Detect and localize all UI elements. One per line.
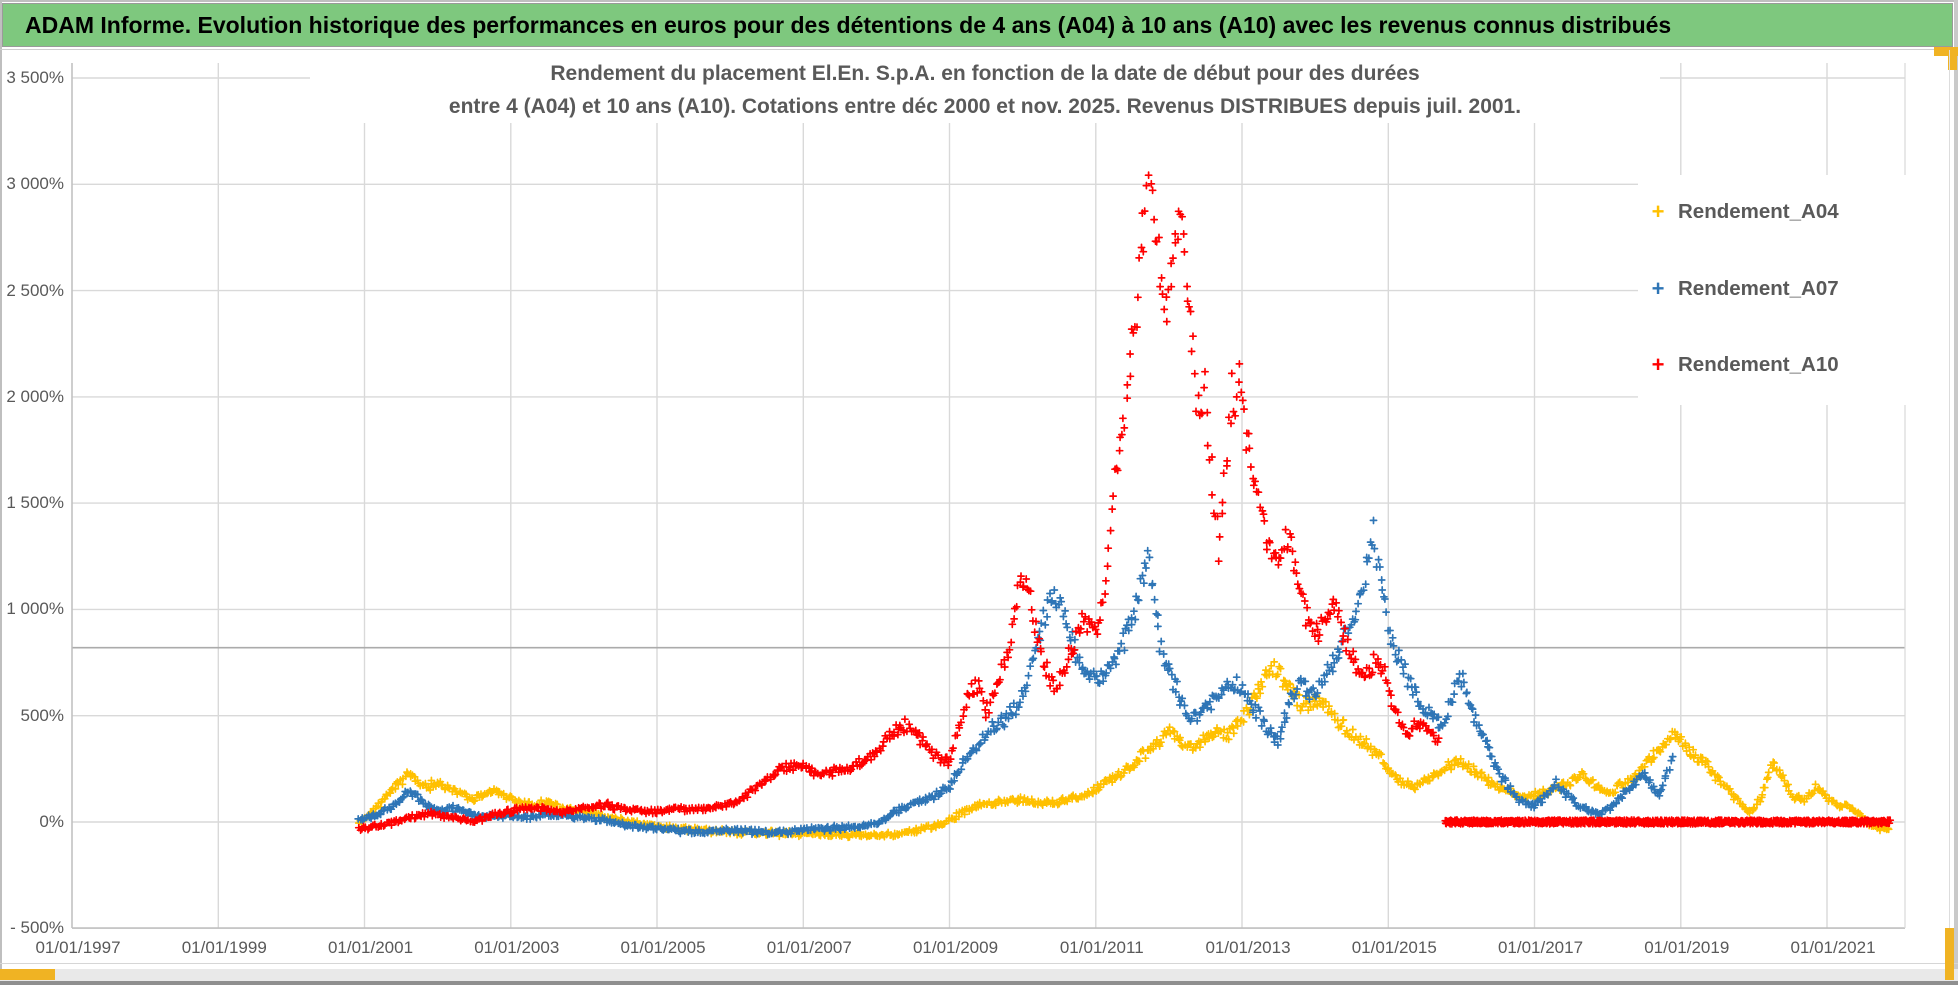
legend-entry-label: Rendement_A10 xyxy=(1678,353,1839,376)
gold-accent-bottom-left xyxy=(0,969,55,980)
legend-entry-label: Rendement_A04 xyxy=(1678,200,1839,223)
x-tick-label: 01/01/2007 xyxy=(766,938,852,957)
y-tick-label: 1 500% xyxy=(6,493,64,513)
chart-bottom-divider xyxy=(0,963,1958,964)
legend-plus-marker-icon: + xyxy=(1651,275,1665,301)
frame-border-bottom xyxy=(0,981,1958,985)
x-tick-label: 01/01/2021 xyxy=(1790,938,1876,957)
x-tick-label: 01/01/2019 xyxy=(1644,938,1730,957)
legend-plus-marker-icon: + xyxy=(1651,352,1665,377)
y-tick-label: 500% xyxy=(20,705,64,725)
chart-legend: + Rendement_A04 + Rendement_A07 + Rendement_A… xyxy=(1638,175,1910,405)
y-tick-label: 3 500% xyxy=(6,68,64,87)
x-tick-label: 01/01/1999 xyxy=(181,938,267,957)
x-tick-label: 01/01/1997 xyxy=(35,938,121,957)
y-tick-label: 2 000% xyxy=(6,386,64,406)
legend-entry-label: Rendement_A07 xyxy=(1678,276,1839,300)
y-tick-label: 3 000% xyxy=(6,174,64,194)
gold-accent-top-right xyxy=(1934,47,1958,56)
x-tick-label: 01/01/2001 xyxy=(327,938,414,957)
y-tick-label: 2 500% xyxy=(6,280,64,300)
bottom-scroll-band[interactable] xyxy=(0,969,1958,981)
gold-accent-bottom-right xyxy=(1945,928,1954,980)
report-title: ADAM Informe. Evolution historique des p… xyxy=(25,12,1672,38)
x-tick-label: 01/01/2017 xyxy=(1497,938,1584,957)
frame-border-left xyxy=(0,0,2,985)
legend-plus-marker-icon: + xyxy=(1651,199,1665,224)
legend-entry[interactable]: + Rendement_A10 xyxy=(1648,350,1839,380)
header-divider xyxy=(0,49,1958,50)
frame-border-top xyxy=(0,0,1958,2)
legend-entry[interactable]: + Rendement_A07 xyxy=(1648,274,1839,304)
x-tick-label: 01/01/2005 xyxy=(620,938,706,957)
y-tick-label: - 500% xyxy=(10,918,64,938)
y-tick-label: 1 000% xyxy=(6,599,64,619)
x-tick-label: 01/01/2011 xyxy=(1059,938,1144,957)
legend-entry[interactable]: + Rendement_A04 xyxy=(1648,197,1839,227)
chart-title: Rendement du placement El.En. S.p.A. en … xyxy=(310,57,1660,123)
x-tick-label: 01/01/2015 xyxy=(1351,938,1437,957)
report-header-bar: ADAM Informe. Evolution historique des p… xyxy=(2,3,1953,47)
x-tick-label: 01/01/2013 xyxy=(1205,938,1291,957)
x-tick-label: 01/01/2009 xyxy=(912,938,999,957)
chart-title-line1: Rendement du placement El.En. S.p.A. en … xyxy=(550,62,1420,85)
y-tick-label: 0% xyxy=(39,812,64,831)
gold-accent-top-right-leg xyxy=(1948,47,1957,70)
frame-border-right xyxy=(1954,0,1958,985)
x-tick-label: 01/01/2003 xyxy=(474,938,560,957)
chart-title-line2: entre 4 (A04) et 10 ans (A10). Cotations… xyxy=(448,95,1522,118)
chart-object-right-edge xyxy=(1949,50,1950,963)
